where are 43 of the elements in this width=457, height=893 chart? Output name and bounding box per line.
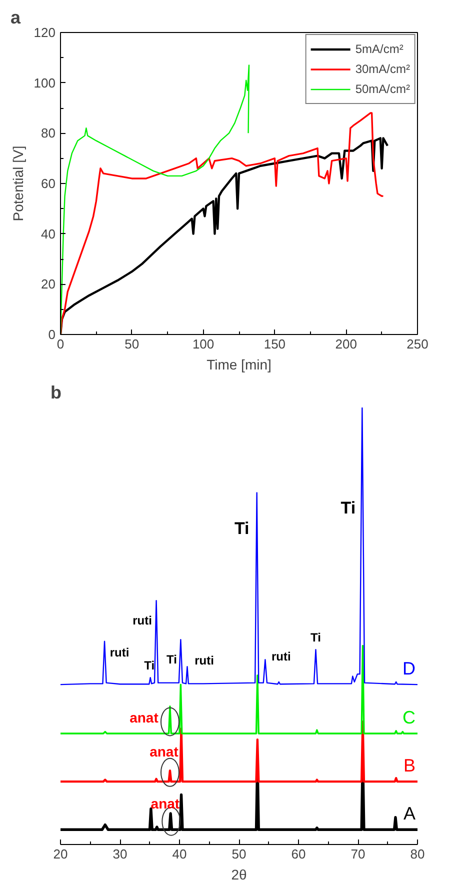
y-tick-label: 80 <box>41 126 56 141</box>
chart-title: a <box>10 8 22 28</box>
x-tick-label: 70 <box>350 846 366 862</box>
series-label: D <box>402 658 416 679</box>
x-tick-label: 250 <box>406 336 428 352</box>
annotation: ruti <box>194 654 214 668</box>
annotation: Ti <box>234 519 250 538</box>
series-label: C <box>402 708 416 728</box>
x-tick-label: 80 <box>410 846 425 862</box>
annotation: Ti <box>166 652 177 667</box>
y-tick-label: 40 <box>41 226 56 242</box>
annotation: ruti <box>132 614 152 628</box>
y-axis-title: Potential [V] <box>10 146 26 222</box>
x-tick-label: 60 <box>291 846 306 862</box>
annotation: Ti <box>340 498 356 518</box>
annotation: Ti <box>144 658 155 673</box>
series-label: B <box>403 756 416 776</box>
x-tick-label: 100 <box>192 336 214 352</box>
x-tick-label: 30 <box>112 846 128 862</box>
legend-label: 5mA/cm² <box>355 42 404 56</box>
y-tick-label: 0 <box>48 327 56 342</box>
x-tick-label: 150 <box>264 336 286 352</box>
y-tick-label: 120 <box>34 25 56 40</box>
annotation: anat <box>130 710 159 726</box>
annotation: ruti <box>272 650 291 664</box>
x-axis-title: Time [min] <box>206 356 272 372</box>
annotation: ruti <box>110 645 130 660</box>
x-tick-label: 50 <box>124 336 140 352</box>
x-tick-label: 50 <box>232 846 246 862</box>
y-tick-label: 20 <box>41 276 56 292</box>
series-label: A <box>403 804 416 824</box>
x-tick-label: 20 <box>53 846 68 862</box>
y-tick-label: 60 <box>41 176 56 191</box>
x-tick-label: 200 <box>335 336 357 352</box>
annotation: anat <box>150 795 180 812</box>
annotation: Ti <box>310 630 321 645</box>
x-axis-title: 2θ <box>231 866 247 882</box>
legend-label: 50mA/cm² <box>355 82 410 96</box>
x-tick-label: 40 <box>172 846 187 862</box>
y-tick-label: 100 <box>34 75 56 90</box>
chart-title: b <box>50 382 62 402</box>
annotation: anat <box>150 743 179 760</box>
legend-label: 30mA/cm² <box>355 62 410 76</box>
